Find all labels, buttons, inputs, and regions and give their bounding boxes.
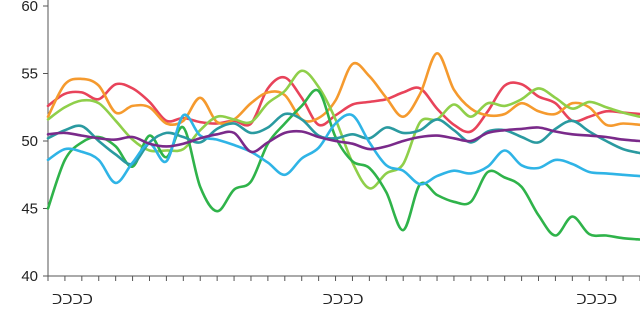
y-tick-label: 40 [21,268,38,285]
x-tick-label: ᑐᑐᑐᑐ [576,291,617,307]
series-layer [48,53,640,239]
x-tick-label: ᑐᑐᑐᑐ [323,291,364,307]
x-axis: ᑐᑐᑐᑐ ᑐᑐᑐᑐ ᑐᑐᑐᑐ [48,276,640,307]
x-tick-label: ᑐᑐᑐᑐ [52,291,93,307]
series-line-4 [48,90,640,240]
y-tick-label: 60 [21,0,38,15]
y-tick-label: 55 [21,66,38,83]
y-axis: 40 45 50 55 60 [21,0,48,285]
y-tick-label: 50 [21,133,38,150]
y-tick-label: 45 [21,201,38,218]
